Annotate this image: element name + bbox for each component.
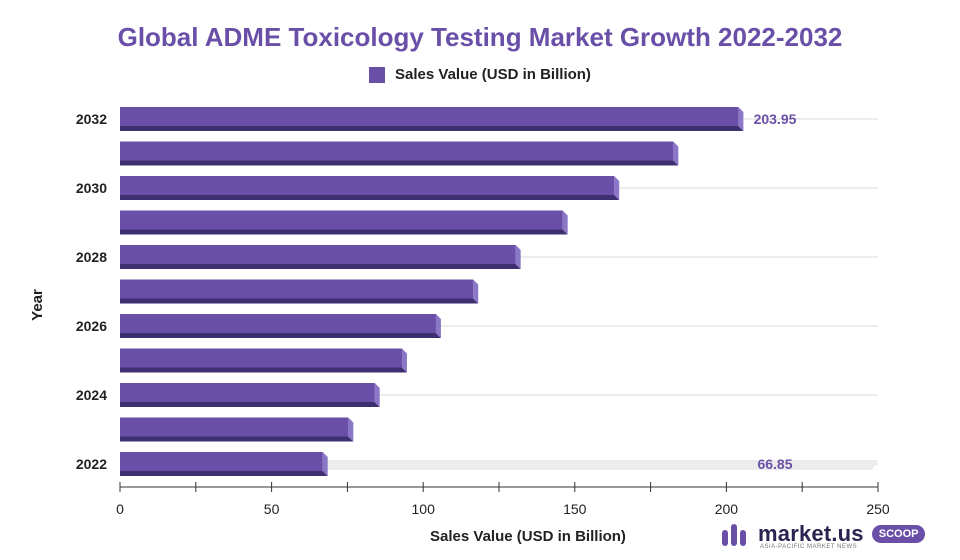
bar <box>120 279 474 299</box>
bar <box>120 141 674 161</box>
legend: Sales Value (USD in Billion) <box>0 66 960 83</box>
y-tick-label: 2032 <box>76 111 107 127</box>
x-tick-label: 50 <box>264 501 280 517</box>
bar-bottom-face <box>120 298 479 304</box>
x-tick-label: 100 <box>412 501 436 517</box>
y-tick-label: 2026 <box>76 318 107 334</box>
market-us-logo-icon <box>722 524 746 546</box>
bar <box>120 245 516 264</box>
bar <box>120 452 323 471</box>
legend-label: Sales Value (USD in Billion) <box>395 66 591 83</box>
bar-side-face <box>738 107 744 131</box>
brand-name: market.us <box>758 521 864 546</box>
bar-bottom-face <box>120 367 407 373</box>
bar-side-face <box>673 141 679 166</box>
bar-bottom-face <box>120 195 620 200</box>
bar <box>120 107 739 126</box>
legend-swatch <box>369 66 386 83</box>
bar <box>120 348 402 368</box>
bar-bottom-face <box>120 264 521 269</box>
bar <box>120 176 615 195</box>
bar-bottom-face <box>120 333 441 338</box>
data-label: 203.95 <box>754 111 797 127</box>
bar-bottom-face <box>120 436 354 442</box>
bar-side-face <box>348 417 354 442</box>
bar-side-face <box>401 348 407 373</box>
bar <box>120 383 375 402</box>
brand-logo-block: market.us SCOOP ASIA-PACIFIC MARKET NEWS <box>720 520 926 550</box>
bar-side-face <box>614 176 620 200</box>
brand-tagline: ASIA-PACIFIC MARKET NEWS <box>760 544 858 550</box>
bar <box>120 210 563 230</box>
y-tick-label: 2022 <box>76 456 107 472</box>
chart-title: Global ADME Toxicology Testing Market Gr… <box>117 22 843 52</box>
y-tick-label: 2028 <box>76 249 107 265</box>
bar-bottom-face <box>120 160 679 166</box>
bar-bottom-face <box>120 229 568 235</box>
bar-side-face <box>374 383 380 407</box>
x-tick-label: 250 <box>866 501 890 517</box>
bar-side-face <box>562 210 568 235</box>
x-tick-label: 0 <box>116 501 124 517</box>
bar-side-face <box>322 452 328 476</box>
y-tick-label: 2030 <box>76 180 107 196</box>
x-tick-label: 150 <box>563 501 587 517</box>
bar-bottom-face <box>120 126 744 131</box>
y-axis-label: Year <box>29 289 46 321</box>
x-tick-label: 200 <box>715 501 739 517</box>
y-tick-label: 2024 <box>76 387 107 403</box>
bar-bottom-face <box>120 402 380 407</box>
x-axis-label: Sales Value (USD in Billion) <box>430 528 626 545</box>
bar <box>120 417 349 437</box>
bar <box>120 314 436 333</box>
data-label: 66.85 <box>757 456 792 472</box>
bar-side-face <box>435 314 441 338</box>
bar-side-face <box>515 245 521 269</box>
bar-bottom-face <box>120 471 328 476</box>
bar-side-face <box>473 279 479 304</box>
brand-badge: SCOOP <box>871 525 926 543</box>
